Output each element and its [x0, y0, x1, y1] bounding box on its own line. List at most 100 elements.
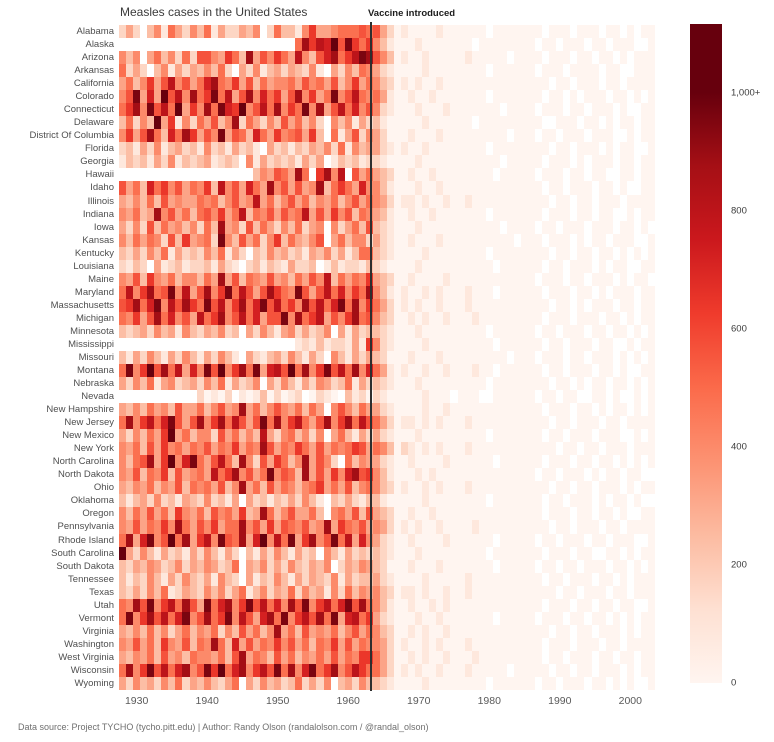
heatmap-cell: [309, 77, 317, 91]
heatmap-cell: [133, 585, 141, 599]
heatmap-cell: [542, 403, 550, 417]
heatmap-cell: [386, 220, 395, 234]
heatmap-cell: [591, 142, 599, 156]
heatmap-cell: [485, 585, 493, 599]
heatmap-cell: [147, 259, 155, 273]
heatmap-cell: [133, 168, 141, 182]
heatmap-cell: [133, 546, 141, 560]
heatmap-cell: [274, 442, 282, 456]
heatmap-cell: [633, 546, 641, 560]
heatmap-cell: [640, 64, 648, 78]
heatmap-cell: [365, 324, 373, 338]
heatmap-cell: [535, 416, 543, 430]
heatmap-cell: [542, 611, 550, 625]
heatmap-cell: [175, 64, 183, 78]
heatmap-cell: [394, 77, 402, 91]
heatmap-cell: [478, 650, 486, 664]
heatmap-cell: [591, 403, 599, 417]
heatmap-cell: [147, 481, 155, 495]
heatmap-cell: [372, 103, 380, 117]
heatmap-cell: [647, 298, 655, 312]
heatmap-cell: [288, 390, 296, 404]
heatmap-cell: [196, 259, 204, 273]
heatmap-cell: [612, 442, 620, 456]
heatmap-cell: [288, 572, 296, 586]
heatmap-cell: [344, 51, 352, 65]
colorbar-gradient: [690, 24, 722, 683]
heatmap-cell: [556, 259, 564, 273]
heatmap-cell: [591, 364, 599, 378]
heatmap-cell: [309, 507, 317, 521]
heatmap-cell: [415, 337, 423, 351]
heatmap-cell: [133, 129, 141, 143]
heatmap-cell: [379, 663, 387, 677]
heatmap-cell: [640, 155, 648, 169]
heatmap-cell: [281, 259, 289, 273]
heatmap-cell: [598, 311, 606, 325]
heatmap-cell: [161, 650, 169, 664]
heatmap-cell: [203, 116, 211, 130]
heatmap-cell: [323, 416, 331, 430]
heatmap-cell: [528, 650, 536, 664]
heatmap-cell: [252, 51, 261, 65]
heatmap-cell: [457, 38, 465, 52]
heatmap-cell: [436, 390, 444, 404]
heatmap-cell: [570, 585, 578, 599]
heatmap-cell: [316, 390, 324, 404]
heatmap-cell: [260, 572, 268, 586]
heatmap-cell: [302, 390, 310, 404]
heatmap-cell: [626, 572, 634, 586]
heatmap-cell: [499, 129, 507, 143]
heatmap-cell: [506, 494, 514, 508]
heatmap-cell: [231, 207, 239, 221]
heatmap-cell: [224, 520, 232, 534]
heatmap-cell: [372, 585, 380, 599]
heatmap-cell: [633, 168, 641, 182]
heatmap-cell: [358, 481, 366, 495]
heatmap-cell: [619, 481, 627, 495]
heatmap-cell: [528, 90, 536, 104]
heatmap-cell: [401, 650, 409, 664]
heatmap-cell: [549, 403, 557, 417]
heatmap-cell: [281, 611, 289, 625]
heatmap-cell: [626, 38, 634, 52]
heatmap-cell: [408, 220, 416, 234]
heatmap-cell: [217, 416, 225, 430]
heatmap-cell: [584, 90, 592, 104]
heatmap-cell: [330, 637, 338, 651]
heatmap-cell: [386, 155, 395, 169]
heatmap-grid: [119, 25, 655, 690]
heatmap-cell: [528, 64, 536, 78]
heatmap-cell: [372, 259, 380, 273]
heatmap-cell: [119, 598, 127, 612]
heatmap-cell: [443, 442, 451, 456]
heatmap-cell: [351, 494, 359, 508]
heatmap-cell: [640, 168, 648, 182]
heatmap-cell: [267, 51, 275, 65]
heatmap-cell: [210, 364, 218, 378]
heatmap-cell: [563, 598, 571, 612]
heatmap-cell: [224, 51, 232, 65]
heatmap-cell: [457, 285, 465, 299]
heatmap-cell: [394, 207, 402, 221]
heatmap-cell: [394, 285, 402, 299]
heatmap-cell: [612, 246, 620, 260]
heatmap-cell: [267, 611, 275, 625]
heatmap-cell: [394, 403, 402, 417]
heatmap-cell: [612, 25, 620, 39]
heatmap-cell: [464, 285, 472, 299]
heatmap-cell: [528, 77, 536, 91]
heatmap-cell: [309, 311, 317, 325]
heatmap-cell: [133, 507, 141, 521]
heatmap-cell: [401, 442, 409, 456]
heatmap-cell: [161, 350, 169, 365]
heatmap-cell: [252, 533, 261, 547]
heatmap-cell: [288, 546, 296, 560]
heatmap-cell: [365, 168, 373, 182]
heatmap-cell: [570, 168, 578, 182]
heatmap-cell: [542, 259, 550, 273]
heatmap-cell: [154, 103, 162, 117]
heatmap-cell: [154, 38, 162, 52]
heatmap-cell: [471, 207, 479, 221]
heatmap-cell: [161, 272, 169, 286]
